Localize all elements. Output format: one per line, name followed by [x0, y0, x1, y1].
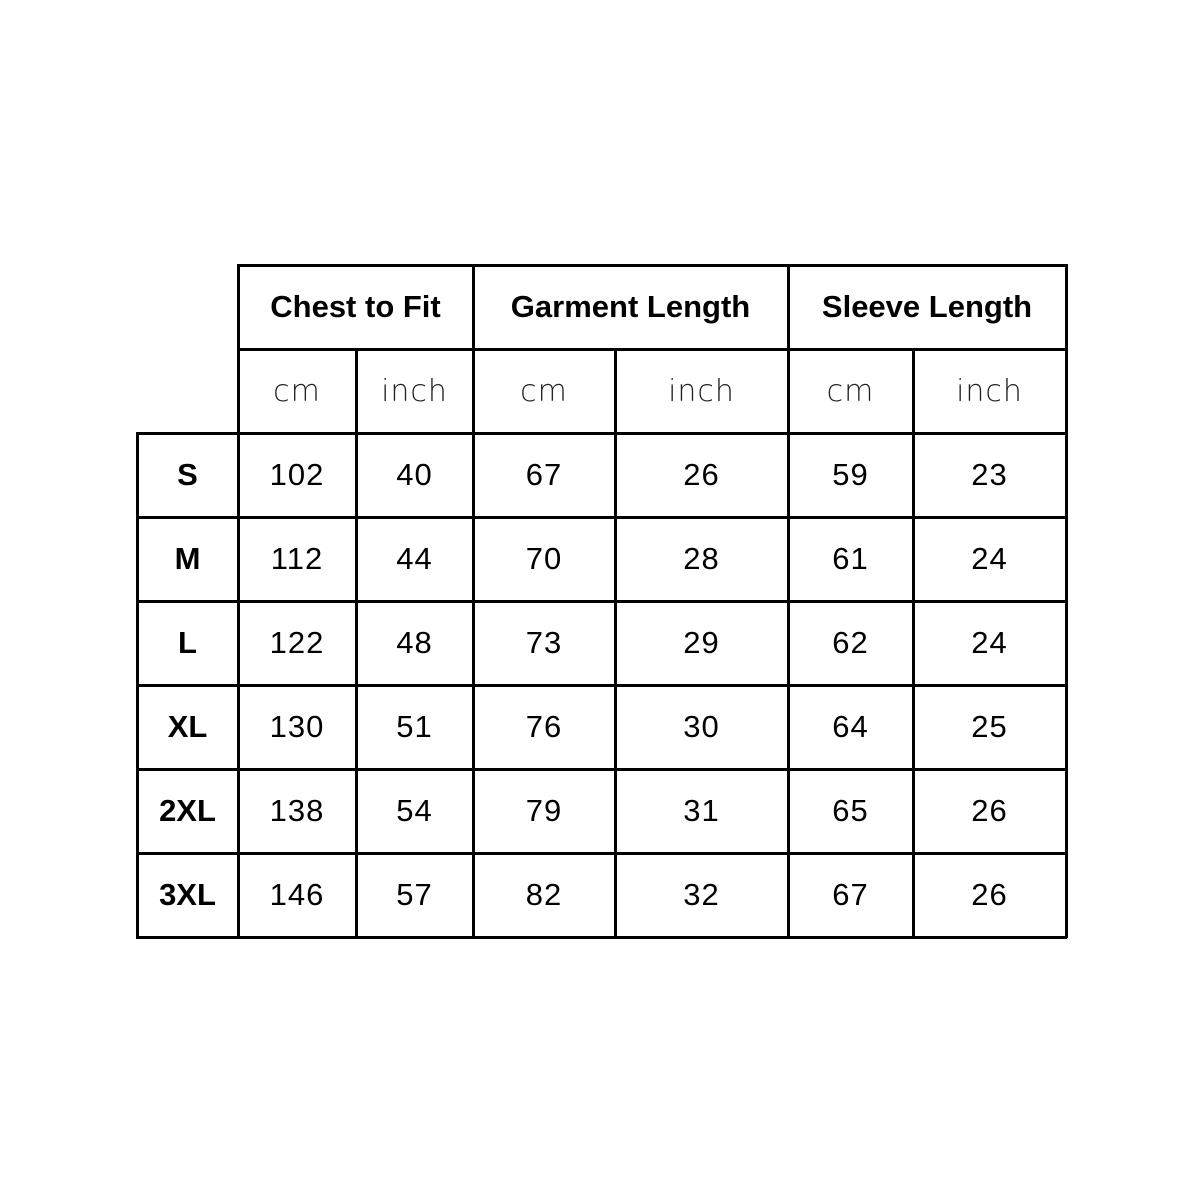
size-label: 2XL: [159, 793, 216, 828]
measurement-cell: 23: [971, 457, 1008, 492]
size-label: M: [174, 541, 201, 576]
measurement-cell: 70: [525, 541, 563, 576]
measurement-cell: 59: [832, 457, 869, 492]
size-label: S: [177, 457, 198, 492]
measurement-cell: 40: [396, 457, 433, 492]
measurement-cell: 73: [525, 625, 563, 660]
measurement-cell: 122: [269, 625, 325, 660]
column-group-header: Chest to Fit: [270, 289, 441, 324]
unit-header: inch: [668, 373, 735, 409]
measurement-cell: 79: [525, 793, 563, 828]
grid-line: [237, 348, 1067, 351]
size-label: L: [178, 625, 197, 660]
unit-header: inch: [381, 373, 448, 409]
column-group-header: Garment Length: [510, 289, 751, 324]
measurement-cell: 67: [525, 457, 563, 492]
unit-header: cm: [520, 373, 568, 409]
measurement-cell: 57: [396, 877, 433, 912]
grid-line: [136, 936, 1067, 939]
measurement-cell: 54: [396, 793, 433, 828]
column-group-header: Sleeve Length: [821, 289, 1033, 324]
measurement-cell: 26: [683, 457, 720, 492]
measurement-cell: 48: [396, 625, 433, 660]
measurement-cell: 28: [683, 541, 720, 576]
grid-line: [136, 852, 1067, 855]
grid-line: [237, 264, 240, 938]
measurement-cell: 82: [525, 877, 563, 912]
measurement-cell: 26: [971, 793, 1008, 828]
measurement-cell: 62: [832, 625, 869, 660]
grid-line: [237, 264, 1067, 267]
grid-line: [136, 600, 1067, 603]
grid-line: [1065, 264, 1068, 938]
measurement-cell: 31: [683, 793, 720, 828]
measurement-cell: 51: [396, 709, 433, 744]
measurement-cell: 30: [683, 709, 720, 744]
measurement-cell: 24: [971, 625, 1008, 660]
grid-line: [136, 684, 1067, 687]
size-label: 3XL: [159, 877, 216, 912]
measurement-cell: 25: [971, 709, 1008, 744]
measurement-cell: 64: [832, 709, 869, 744]
measurement-cell: 146: [269, 877, 325, 912]
measurement-cell: 32: [683, 877, 720, 912]
grid-line: [136, 432, 139, 938]
measurement-cell: 29: [683, 625, 720, 660]
measurement-cell: 65: [832, 793, 869, 828]
measurement-cell: 130: [269, 709, 325, 744]
measurement-cell: 67: [832, 877, 869, 912]
measurement-cell: 26: [971, 877, 1008, 912]
grid-line: [472, 264, 475, 938]
grid-line: [614, 348, 617, 938]
measurement-cell: 61: [832, 541, 869, 576]
measurement-cell: 24: [971, 541, 1008, 576]
unit-header: cm: [826, 373, 875, 409]
grid-line: [136, 768, 1067, 771]
measurement-cell: 102: [269, 457, 325, 492]
unit-header: inch: [956, 373, 1023, 409]
measurement-cell: 138: [269, 793, 325, 828]
grid-line: [136, 516, 1067, 519]
measurement-cell: 112: [270, 541, 324, 576]
unit-header: cm: [273, 373, 321, 409]
measurement-cell: 44: [396, 541, 433, 576]
measurement-cell: 76: [525, 709, 563, 744]
grid-line: [136, 432, 1067, 435]
grid-line: [355, 348, 358, 938]
grid-line: [912, 348, 915, 938]
size-label: XL: [167, 709, 208, 744]
grid-line: [787, 264, 790, 938]
